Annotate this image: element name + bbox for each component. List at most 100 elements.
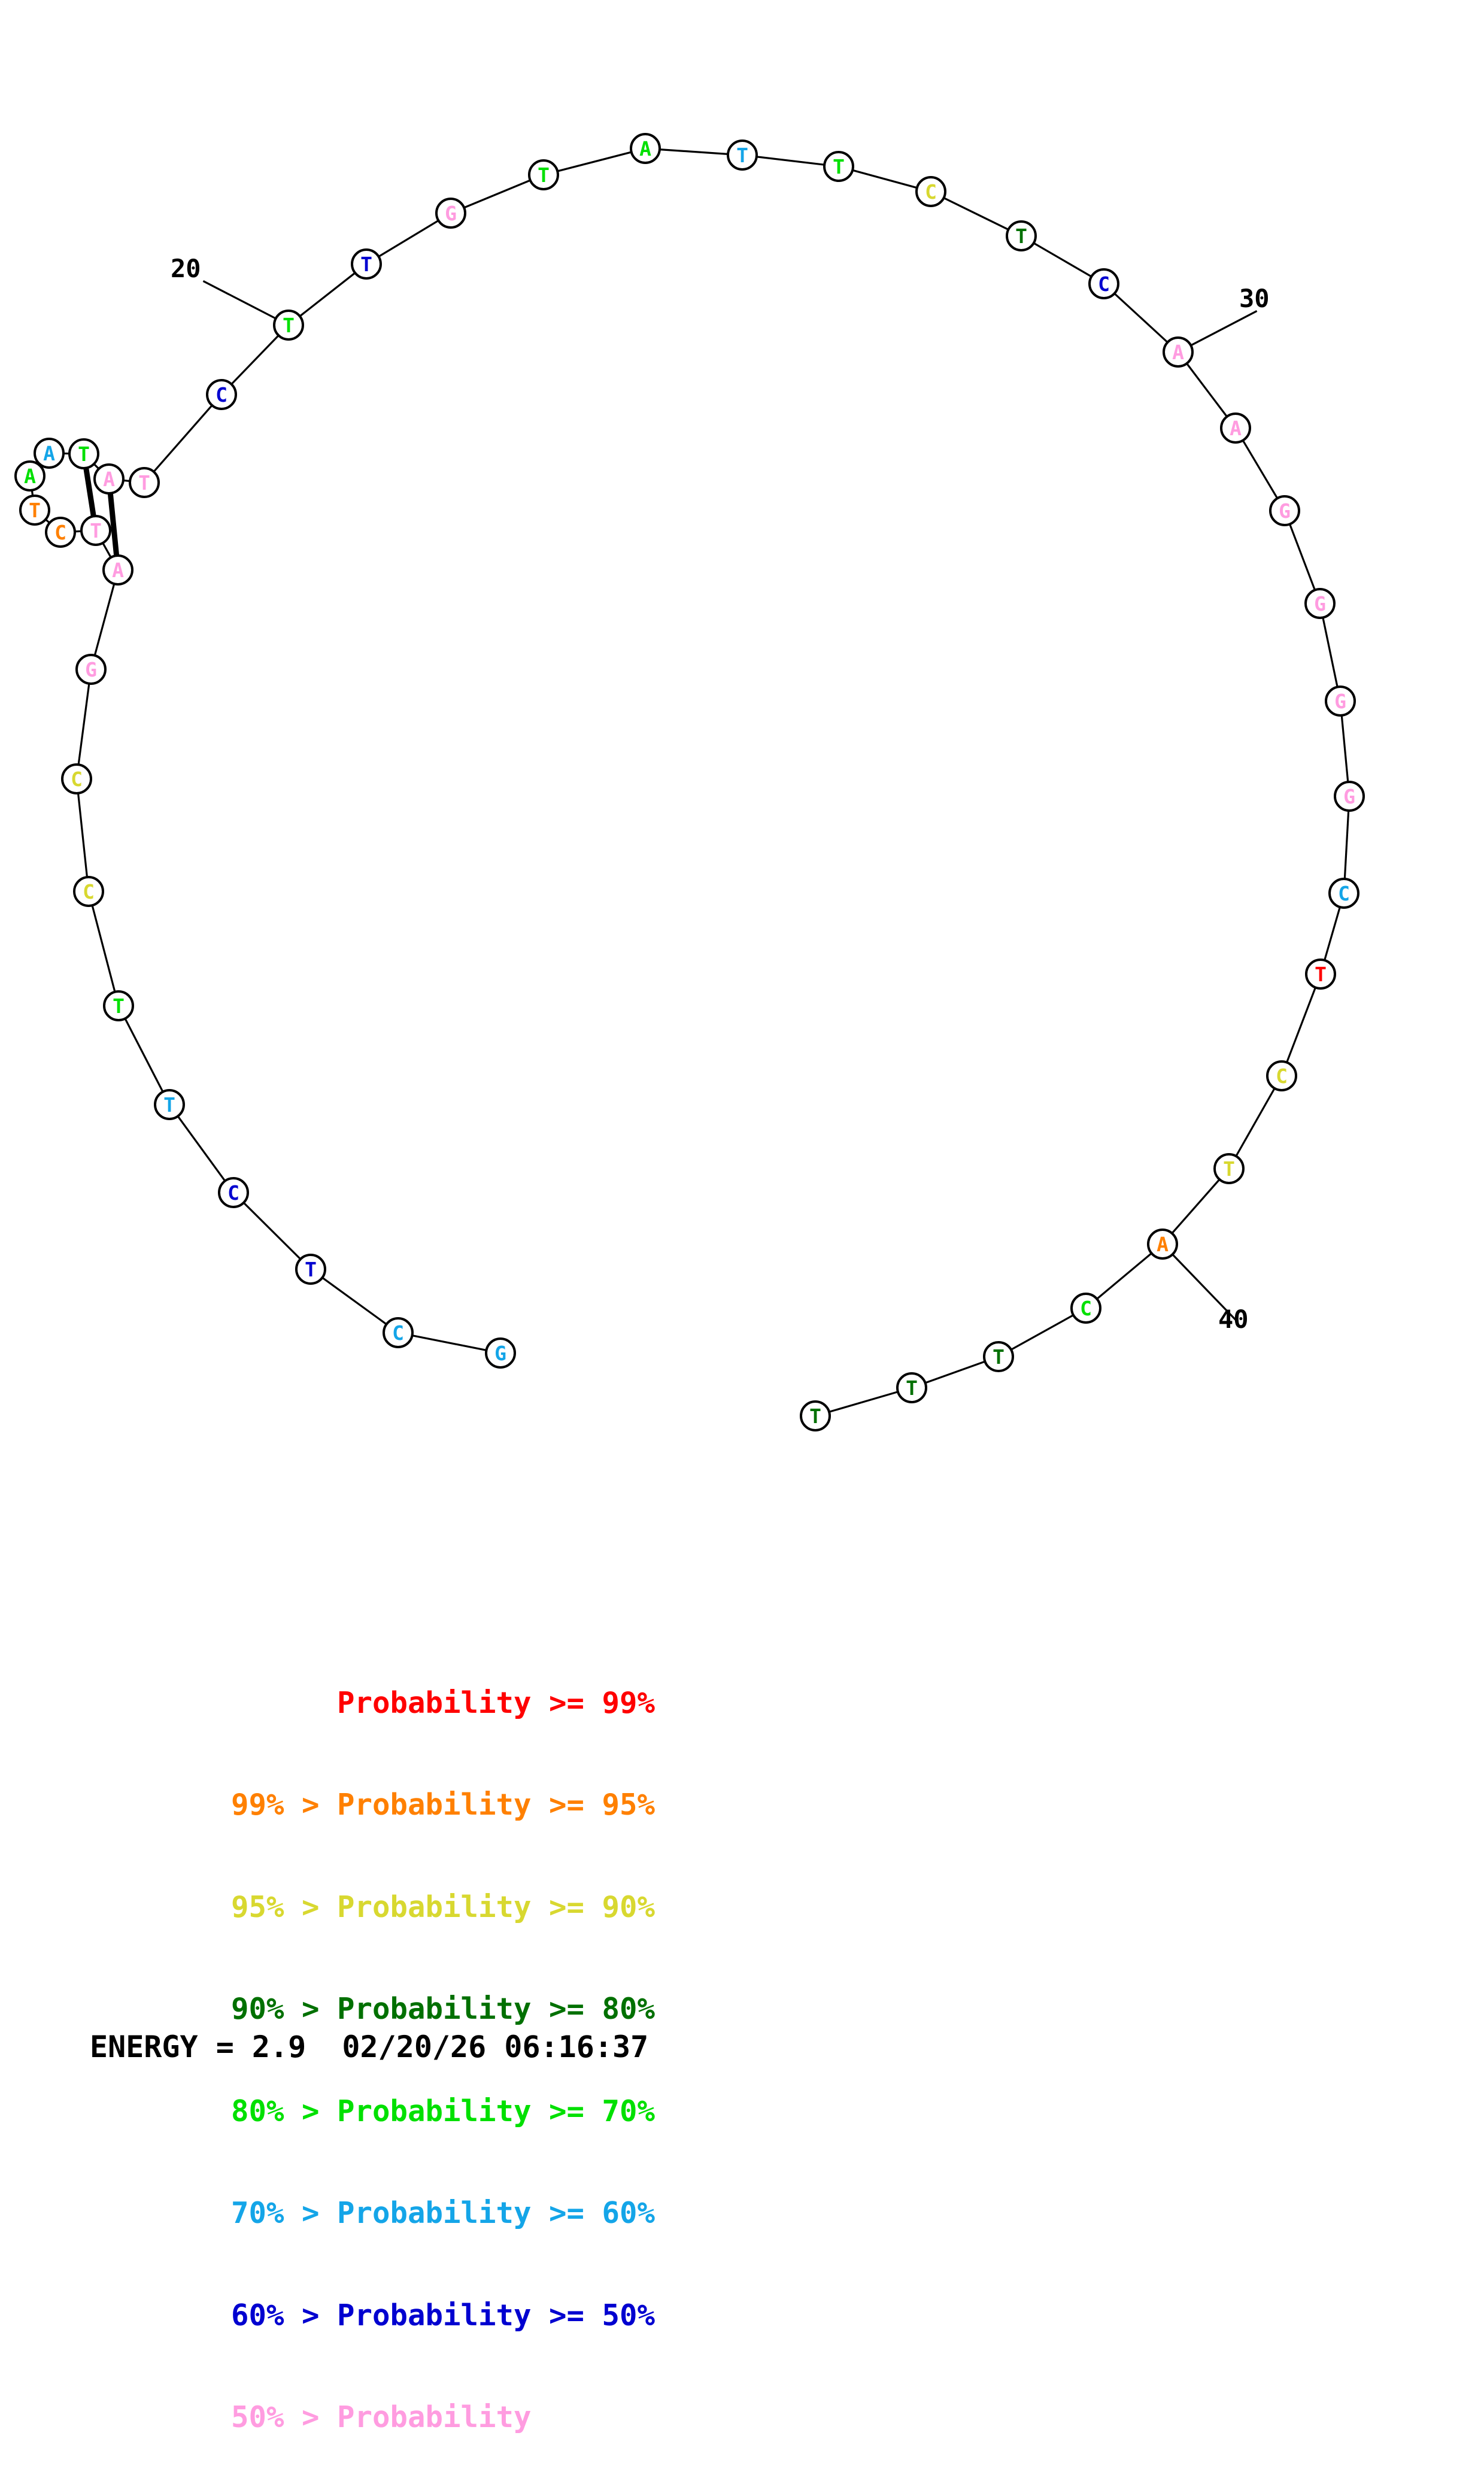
nucleotide-node[interactable]: G (436, 199, 465, 228)
position-number-label: 20 (171, 254, 201, 283)
nucleotide-letter: T (138, 471, 150, 495)
position-number-label: 40 (1218, 1305, 1249, 1334)
nucleotide-letter: C (1276, 1064, 1288, 1088)
backbone-link (1345, 811, 1348, 879)
backbone-link (1243, 441, 1277, 499)
nucleotide-letter: C (925, 180, 937, 204)
nucleotide-node[interactable]: C (74, 877, 103, 906)
position-number-layer: 20 30 40 (171, 254, 1270, 1334)
nucleotide-letter: C (216, 383, 227, 407)
nucleotide-node[interactable]: T (130, 468, 159, 497)
nucleotide-letter: T (993, 1345, 1004, 1369)
legend-row: 70% > Probability >= 60% (0, 2162, 1484, 2264)
nucleotide-node[interactable]: T (1215, 1154, 1243, 1183)
legend-row: 95% > Probability >= 90% (0, 1857, 1484, 1958)
nucleotide-node[interactable]: T (801, 1402, 830, 1430)
legend-row-prefix: 90% > (160, 1992, 337, 2027)
legend-row: 99% > Probability >= 95% (0, 1754, 1484, 1856)
nucleotide-node[interactable]: T (352, 250, 381, 278)
nucleotide-node[interactable]: A (35, 439, 63, 468)
legend-row-text: Probability >= 50% (337, 2298, 655, 2332)
nucleotide-node[interactable]: C (917, 177, 945, 206)
nucleotide-node[interactable]: T (155, 1090, 184, 1119)
nucleotide-node[interactable]: A (16, 462, 44, 490)
nucleotide-node[interactable]: T (1306, 960, 1335, 988)
nucleotide-node[interactable]: T (897, 1373, 926, 1402)
position-number-label: 30 (1239, 284, 1270, 313)
nucleotide-letter: C (1338, 882, 1350, 905)
backbone-link (1323, 617, 1337, 687)
legend-row-text: Probability >= 80% (337, 1992, 655, 2026)
nucleotide-letter: A (112, 559, 124, 582)
nucleotide-node[interactable]: C (1330, 879, 1358, 908)
legend-row-text: Probability >= 60% (337, 2196, 655, 2230)
backbone-link (757, 157, 824, 165)
backbone-link (300, 273, 355, 316)
nucleotide-node[interactable]: T (104, 991, 133, 1020)
base-pair-link (86, 468, 94, 517)
nucleotide-node[interactable]: T (529, 160, 558, 189)
nucleotide-node[interactable]: T (20, 496, 49, 524)
nucleotide-node[interactable]: G (77, 655, 105, 684)
legend-row-text: Probability >= 95% (337, 1788, 655, 1822)
nucleotide-node[interactable]: C (1072, 1294, 1100, 1323)
nucleotide-letter: T (736, 144, 748, 167)
backbone-link (925, 1361, 985, 1383)
nucleotide-node[interactable]: T (69, 439, 98, 468)
nucleotide-node[interactable]: G (1335, 782, 1364, 811)
nucleotide-node[interactable]: C (384, 1318, 412, 1347)
legend-row: 60% > Probability >= 50% (0, 2265, 1484, 2367)
nucleotide-node[interactable]: T (274, 311, 303, 339)
backbone-link (78, 793, 87, 877)
nucleotide-letter: C (1080, 1297, 1092, 1320)
legend-row: 80% > Probability >= 70% (0, 2061, 1484, 2162)
legend-row: Probability >= 99% (0, 1652, 1484, 1754)
legend-row-text: Probability >= 90% (337, 1890, 655, 1924)
nucleotide-node[interactable]: C (46, 518, 75, 547)
nucleotide-node[interactable]: G (1306, 589, 1334, 618)
nucleotide-letter: T (305, 1258, 317, 1281)
nucleotide-node[interactable]: C (219, 1178, 248, 1207)
nucleotide-letter: C (1098, 272, 1110, 296)
backbone-link (1290, 524, 1315, 590)
backbone-link (1115, 293, 1168, 342)
nucleotide-node[interactable]: A (1221, 414, 1250, 442)
legend-row-text: Probability >= 70% (337, 2094, 655, 2128)
nucleotide-node[interactable]: C (1267, 1061, 1296, 1090)
nucleotide-node[interactable]: T (1007, 222, 1036, 250)
nucleotide-node[interactable]: T (824, 152, 853, 181)
nucleotide-node[interactable]: T (984, 1342, 1013, 1371)
position-tick-line (203, 281, 275, 319)
nucleotide-node[interactable]: T (81, 516, 110, 545)
nucleotide-node[interactable]: C (62, 765, 91, 793)
nucleotide-node[interactable]: T (296, 1255, 325, 1284)
legend-row-prefix: 80% > (160, 2095, 337, 2129)
legend-row-text: Probability >= 99% (337, 1686, 655, 1720)
backbone-link (322, 1278, 386, 1324)
nucleotide-node[interactable]: C (207, 380, 236, 409)
backbone-link (1034, 243, 1091, 277)
nucleotide-letter: T (1015, 225, 1027, 248)
base-pair-link (110, 493, 116, 556)
backbone-link (379, 220, 439, 256)
nucleotide-node[interactable]: G (486, 1339, 515, 1367)
nucleotide-letter: C (54, 521, 66, 544)
nucleotide-letter: G (1343, 785, 1355, 808)
nucleotide-letter: T (29, 499, 41, 522)
position-tick-layer (203, 281, 1257, 1322)
nucleotide-node[interactable]: A (95, 465, 123, 493)
nucleotide-letter: C (227, 1181, 239, 1205)
backbone-link (78, 684, 89, 765)
nucleotide-node[interactable]: A (631, 134, 660, 163)
nucleotide-node[interactable]: A (1148, 1230, 1177, 1258)
nucleotide-node[interactable]: C (1090, 269, 1118, 298)
nucleotide-node[interactable]: T (728, 141, 757, 169)
nucleotide-node[interactable]: A (1164, 338, 1192, 366)
backbone-link (95, 584, 114, 656)
nucleotide-letter: T (833, 155, 845, 178)
nucleotide-node[interactable]: G (1270, 496, 1299, 525)
nucleotide-node[interactable]: A (104, 556, 132, 584)
nucleotide-letter: A (1230, 417, 1242, 440)
nucleotide-node[interactable]: G (1326, 687, 1355, 715)
